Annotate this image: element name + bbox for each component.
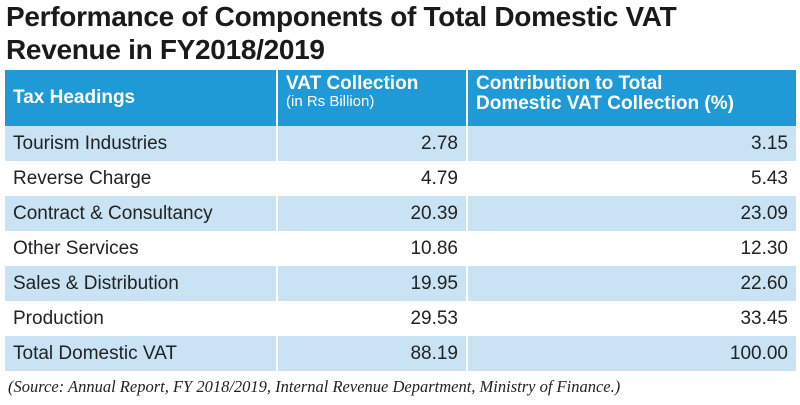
header-tax-headings-label: Tax Headings [13,87,136,108]
cell-vat: 20.39 [277,196,468,231]
cell-vat: 2.78 [277,126,468,161]
cell-vat: 4.79 [277,161,468,196]
cell-contribution: 23.09 [467,196,796,231]
cell-heading: Tourism Industries [5,126,278,161]
cell-vat: 29.53 [277,301,468,336]
vat-table: Tax Headings VAT Collection (in Rs Billi… [5,70,796,371]
page-title: Performance of Components of Total Domes… [6,0,677,66]
header-contribution-line-1: Contribution to Total [476,73,663,94]
table-row: Reverse Charge 4.79 5.43 [5,161,796,196]
cell-vat: 88.19 [277,336,468,371]
cell-heading: Production [5,301,278,336]
cell-vat: 10.86 [277,231,468,266]
cell-contribution: 3.15 [467,126,796,161]
cell-contribution: 100.00 [467,336,796,371]
cell-vat: 19.95 [277,266,468,301]
table-row: Sales & Distribution 19.95 22.60 [5,266,796,301]
table-row: Other Services 10.86 12.30 [5,231,796,266]
cell-heading: Sales & Distribution [5,266,278,301]
table-row: Tourism Industries 2.78 3.15 [5,126,796,161]
table-row: Production 29.53 33.45 [5,301,796,336]
header-vat-collection: VAT Collection (in Rs Billion) [277,70,468,126]
header-vat-collection-unit: (in Rs Billion) [286,93,375,110]
header-tax-headings: Tax Headings [5,70,278,126]
cell-contribution: 12.30 [467,231,796,266]
table-row-total: Total Domestic VAT 88.19 100.00 [5,336,796,371]
table-row: Contract & Consultancy 20.39 23.09 [5,196,796,231]
cell-contribution: 5.43 [467,161,796,196]
header-contribution: Contribution to Total Domestic VAT Colle… [467,70,796,126]
header-vat-collection-label: VAT Collection [286,73,419,94]
header-contribution-line-2: Domestic VAT Collection (%) [476,93,734,114]
cell-heading: Contract & Consultancy [5,196,278,231]
title-line-1: Performance of Components of Total Domes… [6,1,677,32]
title-line-2: Revenue in FY2018/2019 [6,34,325,65]
cell-heading: Other Services [5,231,278,266]
table-header-row: Tax Headings VAT Collection (in Rs Billi… [5,70,796,126]
cell-contribution: 33.45 [467,301,796,336]
cell-heading: Reverse Charge [5,161,278,196]
cell-contribution: 22.60 [467,266,796,301]
cell-heading: Total Domestic VAT [5,336,278,371]
source-note: (Source: Annual Report, FY 2018/2019, In… [8,377,621,396]
